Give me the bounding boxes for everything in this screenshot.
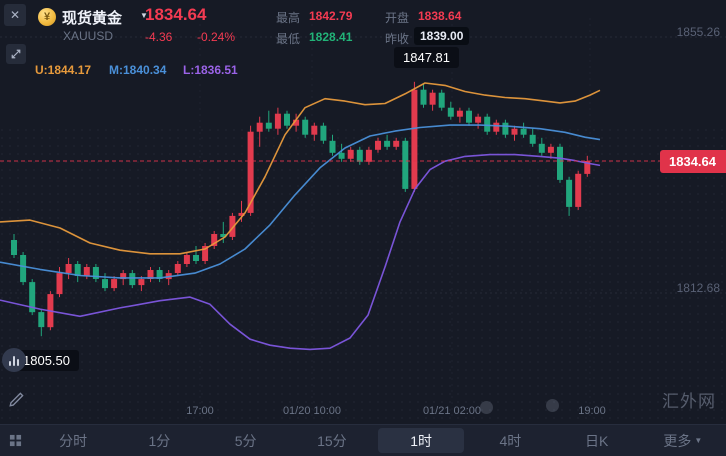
x-axis-label: 01/20 10:00 <box>282 405 342 417</box>
tab-1min[interactable]: 1分 <box>148 432 171 449</box>
open-label: 开盘 <box>385 11 410 25</box>
interval-tabs: 分时 1分 5分 15分 1时 4时 日K 更多 ▼ <box>30 425 726 456</box>
indicator-grid-button[interactable] <box>0 425 30 456</box>
close-icon: ✕ <box>9 8 21 22</box>
high-value: 1842.79 <box>309 9 353 23</box>
draw-tool-button[interactable] <box>8 390 28 410</box>
low-price-tooltip: 1805.50 <box>14 350 79 371</box>
open-value: 1838.64 <box>418 9 462 23</box>
grid-icon <box>9 434 21 447</box>
decorative-dot-icon <box>546 399 559 412</box>
interval-toolbar: 分时 1分 5分 15分 1时 4时 日K 更多 ▼ <box>0 424 726 456</box>
bollinger-middle-value: M:1840.34 <box>109 63 167 77</box>
bollinger-lower-value: L:1836.51 <box>183 63 238 77</box>
prev-close-label: 昨收 <box>385 32 410 46</box>
low-value: 1828.41 <box>309 30 353 44</box>
decorative-dot-icon <box>480 401 493 414</box>
tab-5min[interactable]: 5分 <box>234 432 257 449</box>
volume-icon[interactable] <box>2 348 26 372</box>
tab-4hour[interactable]: 4时 <box>499 432 522 449</box>
x-axis-label: 01/21 02:00 <box>422 405 482 417</box>
prev-close-value: 1839.00 <box>414 27 470 45</box>
current-price-badge: 1834.64 <box>660 150 726 173</box>
fullscreen-button[interactable] <box>6 44 26 64</box>
price-change-percent: -0.24% <box>197 30 236 44</box>
tab-daily[interactable]: 日K <box>584 432 609 449</box>
peak-price-tooltip: 1847.81 <box>394 47 459 68</box>
symbol-dropdown-icon[interactable]: ▼ <box>140 11 148 20</box>
tab-more[interactable]: 更多 ▼ <box>663 432 703 449</box>
more-caret-icon: ▼ <box>694 436 703 445</box>
x-axis-label: 17:00 <box>186 405 214 417</box>
symbol-code: XAUUSD <box>63 29 114 43</box>
x-axis-label: 19:00 <box>578 405 606 417</box>
y-axis-label-top: 1855.26 <box>676 25 720 39</box>
low-label: 最低 <box>276 32 301 46</box>
tab-15min[interactable]: 15分 <box>317 432 347 449</box>
expand-icon <box>11 49 21 59</box>
tab-1hour[interactable]: 1时 <box>378 428 465 453</box>
bollinger-upper-value: U:1844.17 <box>35 63 92 77</box>
close-button[interactable]: ✕ <box>4 4 26 26</box>
price-change: -4.36 <box>145 30 173 44</box>
gold-coin-icon: ¥ <box>38 8 56 26</box>
symbol-name[interactable]: 现货黄金 <box>62 10 123 27</box>
site-watermark: 汇外网 <box>662 392 716 411</box>
y-axis-label-bottom: 1812.68 <box>676 281 720 295</box>
high-label: 最高 <box>276 11 301 25</box>
tab-timeline[interactable]: 分时 <box>59 432 88 449</box>
last-price: 1834.64 <box>145 5 207 24</box>
pencil-icon <box>9 392 24 407</box>
